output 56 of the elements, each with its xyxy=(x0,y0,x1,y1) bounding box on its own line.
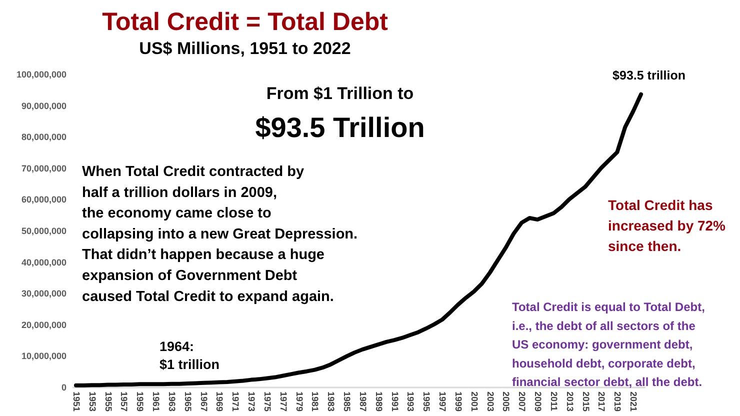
x-tick-label: 1981 xyxy=(310,392,320,412)
x-tick-label: 1963 xyxy=(166,392,177,412)
x-tick-label: 1975 xyxy=(262,392,272,412)
y-tick-label: 50,000,000 xyxy=(21,226,66,236)
y-tick-label: 30,000,000 xyxy=(21,288,66,299)
x-tick-label: 1997 xyxy=(438,392,448,412)
annotation: 1964: $1 trillion xyxy=(159,338,220,372)
x-tick-label: 2021 xyxy=(628,392,639,412)
x-tick-label: 1995 xyxy=(422,392,432,412)
y-tick-label: 100,000,000 xyxy=(16,70,66,80)
annotation: When Total Credit contracted by half a trillion dollars in 2009, the economy came close to collapsing into a new Great Depression. That didn’t happen because a huge expansion of Government Debt caused Total Credit to expand again. xyxy=(82,164,358,305)
x-tick-label: 1959 xyxy=(135,392,146,412)
x-tick-label: 1957 xyxy=(119,392,130,412)
x-tick-label: 2017 xyxy=(596,392,607,412)
x-tick-label: 1983 xyxy=(326,392,336,412)
x-tick-label: 1993 xyxy=(406,392,416,412)
y-tick-label: 60,000,000 xyxy=(21,194,66,205)
annotation: Total Credit is equal to Total Debt, i.e., the debt of all sectors of the US economy: government debt, household debt, corporate debt, financial sector debt, all the debt. xyxy=(512,300,705,390)
x-tick-label: 1953 xyxy=(87,392,98,412)
x-tick-label: 1961 xyxy=(151,392,162,412)
y-tick-label: 0 xyxy=(61,382,66,392)
x-tick-label: 1979 xyxy=(294,392,304,412)
y-tick-label: 10,000,000 xyxy=(21,351,66,362)
annotation: Total Credit has increased by 72% since then. xyxy=(608,197,726,254)
x-tick-label: 2019 xyxy=(612,392,623,412)
x-tick-label: 1973 xyxy=(246,392,257,412)
annotation: $93.5 Trillion xyxy=(255,112,425,143)
y-tick-label: 80,000,000 xyxy=(21,132,66,142)
x-tick-label: 1951 xyxy=(71,392,82,412)
x-tick-label: 1955 xyxy=(103,392,114,412)
x-tick-label: 2015 xyxy=(580,392,591,412)
x-tick-label: 1969 xyxy=(214,392,225,412)
x-tick-label: 1991 xyxy=(390,392,400,412)
x-tick-label: 1989 xyxy=(374,392,384,412)
annotation: From $1 Trillion to xyxy=(266,84,414,103)
x-tick-label: 1977 xyxy=(278,392,288,412)
annotation: $93.5 trillion xyxy=(612,68,686,82)
x-tick-label: 1967 xyxy=(198,392,209,412)
chart-subtitle: US$ Millions, 1951 to 2022 xyxy=(139,39,351,58)
x-tick-label: 2005 xyxy=(501,392,512,412)
x-tick-label: 1987 xyxy=(358,392,368,412)
y-tick-label: 20,000,000 xyxy=(21,320,66,330)
y-tick-label: 90,000,000 xyxy=(21,100,66,111)
x-tick-label: 1985 xyxy=(342,392,352,412)
x-tick-label: 1999 xyxy=(453,392,464,412)
x-tick-label: 2009 xyxy=(533,392,544,412)
x-tick-label: 2003 xyxy=(485,392,496,412)
x-tick-label: 2013 xyxy=(564,392,575,412)
x-tick-label: 1971 xyxy=(230,392,241,412)
y-tick-label: 40,000,000 xyxy=(21,257,66,268)
x-tick-label: 1965 xyxy=(182,392,193,412)
x-tick-label: 2011 xyxy=(548,392,559,412)
y-tick-label: 70,000,000 xyxy=(21,163,66,174)
x-tick-label: 2007 xyxy=(517,392,528,412)
x-tick-label: 2001 xyxy=(469,392,480,412)
chart-title: Total Credit = Total Debt xyxy=(102,8,389,36)
